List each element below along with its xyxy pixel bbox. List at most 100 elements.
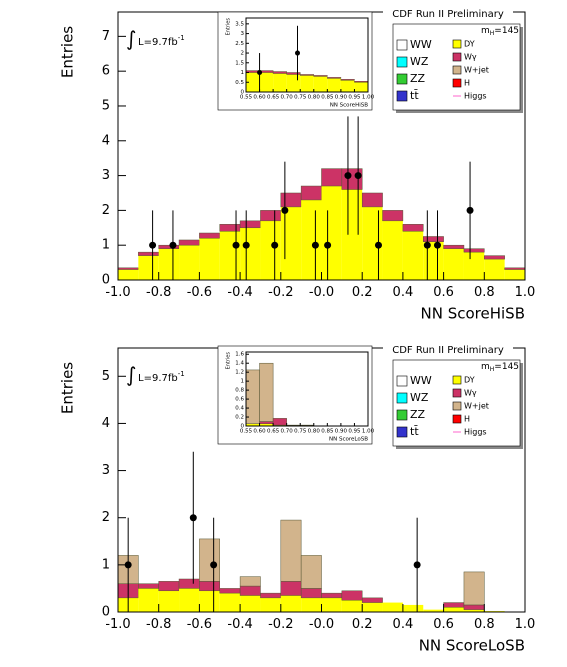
legend-label: W+jet [464, 66, 489, 75]
x-tick-label: -0.4 [227, 285, 252, 300]
histogram-bar [443, 244, 465, 249]
histogram-bar [286, 74, 301, 92]
legend-label: Wγ [464, 389, 477, 398]
x-tick-label: 0.90 [335, 429, 348, 435]
histogram-bar [362, 602, 383, 612]
histogram-bar [313, 76, 328, 92]
histogram-bar [301, 597, 322, 612]
histogram-bar [443, 607, 464, 612]
y-tick-label: 6 [102, 64, 110, 79]
histogram-bar [340, 79, 355, 81]
mass-label: mH=145 [481, 26, 519, 37]
y-tick-label: 0 [241, 424, 245, 430]
legend-swatch [396, 409, 408, 421]
data-point [149, 241, 157, 249]
histogram-bar [362, 206, 383, 280]
y-tick-label: 7 [102, 29, 110, 44]
y-tick-label: 5 [102, 98, 110, 113]
legend-swatch [452, 388, 462, 398]
histogram-bar [402, 604, 424, 612]
histogram-bar [321, 597, 342, 612]
legend-swatch [396, 39, 408, 51]
legend-label: ZZ [410, 408, 426, 421]
legend-swatch [396, 375, 408, 387]
histogram-bar [138, 251, 159, 256]
histogram-bar [361, 597, 383, 603]
histogram-bar [313, 75, 328, 77]
mass-subscript: H [490, 30, 495, 37]
lumi-exponent: -1 [178, 34, 185, 42]
x-tick-label: 0.90 [335, 95, 348, 101]
legend-swatch [396, 426, 408, 438]
y-tick-label: 0 [241, 90, 245, 96]
histogram-bar [158, 581, 180, 592]
histogram-bar [272, 71, 287, 74]
histogram-bar [118, 269, 139, 280]
data-point [423, 241, 431, 249]
histogram-bar [239, 585, 261, 596]
histogram-bar [138, 255, 159, 280]
y-tick-label: 3 [241, 31, 245, 37]
histogram-bar [321, 168, 343, 187]
histogram-bar [300, 588, 322, 599]
x-tick-label: 1.0 [515, 285, 536, 300]
histogram-bar [361, 192, 383, 208]
y-tick-label: 1 [102, 238, 110, 253]
histogram-bar [484, 255, 505, 260]
title-box [383, 342, 513, 356]
x-tick-label: 0.60 [253, 95, 266, 101]
lumi-symbol: ∫ [126, 363, 136, 387]
lumi-text: L=9.7fb [138, 37, 178, 48]
y-tick-label: 4 [102, 133, 110, 148]
x-tick-label: 0.55 [240, 429, 253, 435]
histogram-bar [463, 252, 485, 280]
y-tick-label: 1 [241, 70, 245, 76]
data-point [354, 172, 362, 180]
x-tick-label: -0.2 [268, 285, 293, 300]
histogram-bar [178, 578, 200, 589]
chart-title: CDF Run II Preliminary [392, 345, 504, 356]
histogram-bar [341, 168, 363, 190]
y-tick-label: 2 [241, 51, 245, 57]
lumi-symbol: ∫ [126, 27, 136, 51]
histogram-bar [382, 220, 403, 280]
x-tick-label: 0.65 [267, 429, 280, 435]
x-tick-label: -1.0 [105, 285, 130, 300]
histogram-bar [354, 82, 368, 92]
x-tick-label: -0.8 [146, 617, 171, 632]
legend-swatch [452, 401, 462, 411]
x-tick-label: 0.6 [433, 617, 454, 632]
data-point [242, 241, 250, 249]
y-tick-label: 0.2 [235, 415, 244, 421]
histogram-bar [199, 590, 220, 612]
histogram-bar [423, 609, 444, 612]
title-box [383, 6, 513, 20]
y-tick-label: 2.5 [235, 41, 244, 47]
data-point [232, 241, 240, 249]
histogram-bar [280, 581, 302, 596]
y-tick-label: 4 [102, 416, 110, 431]
legend-label: Higgs [464, 428, 487, 437]
mass-symbol: m [481, 362, 490, 372]
legend-swatch [452, 375, 462, 385]
y-tick-label: 1 [241, 379, 245, 385]
x-tick-label: 0.2 [352, 617, 373, 632]
legend-label: W+jet [464, 402, 489, 411]
histogram-bar [260, 592, 282, 599]
histogram-bar [239, 220, 261, 229]
histogram-bar [260, 220, 281, 280]
histogram-bar [341, 600, 363, 612]
x-tick-label: 0.75 [294, 429, 307, 435]
axes-frame [245, 351, 369, 427]
histogram-bar [463, 604, 485, 610]
y-tick-label: 2 [102, 203, 110, 218]
histogram-bar [300, 75, 314, 92]
legend-swatch [452, 78, 462, 88]
x-tick-label: 0.75 [294, 95, 307, 101]
x-tick-label: 0.80 [308, 429, 321, 435]
histogram-bar [219, 588, 241, 594]
x-tick-label: 0.80 [308, 95, 321, 101]
histogram-bar [354, 81, 369, 83]
inset-y-label: Entries [226, 352, 232, 370]
